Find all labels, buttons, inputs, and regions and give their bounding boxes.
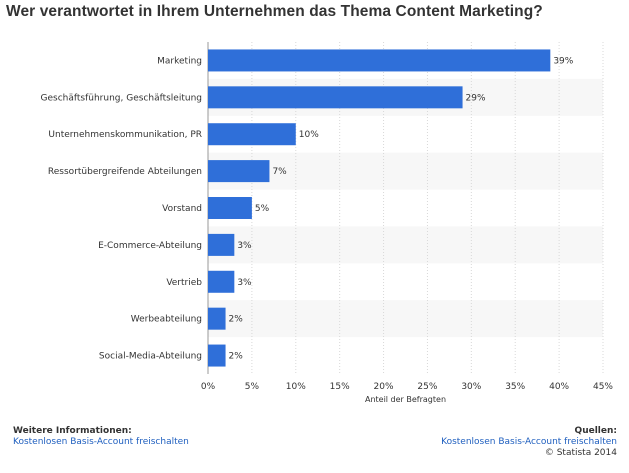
value-label: 5% [255,204,270,214]
category-label: Unternehmenskommunikation, PR [48,130,202,140]
category-label: Vertrieb [166,278,202,288]
bar [208,233,235,256]
footer-info: Weitere Informationen: Kostenlosen Basis… [13,426,189,448]
value-label: 10% [299,130,319,140]
chart-title: Wer verantwortet in Ihrem Unternehmen da… [6,3,543,20]
bar [208,344,226,367]
bar [208,160,270,183]
sources-account-link[interactable]: Kostenlosen Basis-Account freischalten [441,437,617,447]
x-tick-label: 40% [549,382,569,392]
bar [208,86,463,109]
x-axis-ticks: 0% 5% 10% 15% 20% 25% 30% 35% 40% 45% [201,382,614,392]
x-axis-title: Anteil der Befragten [365,395,446,404]
bar [208,270,235,293]
bar [208,123,296,146]
bar-chart: Marketing Geschäftsführung, Geschäftsleit… [41,42,614,404]
x-tick-label: 25% [417,382,437,392]
x-tick-label: 45% [593,382,613,392]
footer-sources: Quellen: Kostenlosen Basis-Account freis… [441,426,617,459]
bar [208,307,226,330]
x-tick-label: 15% [330,382,350,392]
row-band [208,300,603,338]
category-label: Ressortübergreifende Abteilungen [48,167,202,177]
x-tick-label: 10% [286,382,306,392]
value-label: 3% [237,241,252,251]
value-label: 2% [229,315,244,325]
x-tick-label: 5% [245,382,260,392]
category-label: Geschäftsführung, Geschäftsleitung [41,93,203,103]
value-label: 2% [229,352,244,362]
value-labels: 39% 29% 10% 7% 5% 3% 3% 2% 2% [229,56,574,361]
info-heading: Weitere Informationen: [13,426,132,436]
row-band [208,152,603,190]
value-label: 7% [272,167,287,177]
value-label: 3% [237,278,252,288]
x-tick-label: 35% [505,382,525,392]
bars [208,49,551,367]
bar [208,49,551,72]
category-label: Social-Media-Abteilung [99,352,202,362]
category-label: Marketing [157,56,202,66]
category-label: Werbeabteilung [131,315,202,325]
x-tick-label: 0% [201,382,216,392]
bar [208,197,252,219]
sources-heading: Quellen: [574,426,617,436]
row-band [208,226,603,264]
x-tick-label: 20% [374,382,394,392]
value-label: 39% [553,56,573,66]
info-account-link[interactable]: Kostenlosen Basis-Account freischalten [13,437,189,447]
value-label: 29% [466,93,486,103]
copyright: © Statista 2014 [544,448,617,458]
category-label: Vorstand [162,204,202,214]
x-tick-label: 30% [461,382,481,392]
category-label: E-Commerce-Abteilung [98,241,202,251]
category-labels: Marketing Geschäftsführung, Geschäftsleit… [41,56,203,361]
